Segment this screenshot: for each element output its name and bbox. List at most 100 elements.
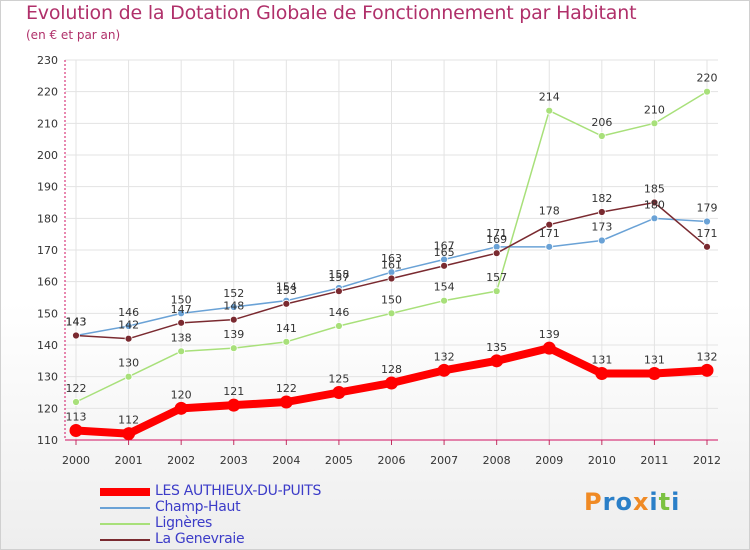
data-point bbox=[542, 341, 556, 355]
y-tick-label: 200 bbox=[37, 149, 58, 162]
data-label: 152 bbox=[223, 287, 244, 300]
data-label: 220 bbox=[697, 72, 718, 85]
x-tick-label: 2007 bbox=[430, 454, 458, 467]
x-tick-label: 2001 bbox=[115, 454, 143, 467]
data-label: 112 bbox=[118, 414, 139, 427]
data-point bbox=[650, 119, 659, 128]
logo-letter: P bbox=[584, 488, 603, 516]
data-point bbox=[72, 331, 80, 340]
data-point bbox=[177, 318, 186, 327]
legend-swatch bbox=[100, 488, 150, 496]
data-label: 169 bbox=[486, 233, 507, 246]
data-point bbox=[72, 398, 80, 406]
data-label: 132 bbox=[434, 350, 455, 363]
data-label: 179 bbox=[697, 202, 718, 215]
data-label: 167 bbox=[434, 240, 455, 253]
x-tick-label: 2000 bbox=[62, 454, 90, 467]
data-label: 206 bbox=[591, 116, 612, 129]
data-point bbox=[650, 214, 659, 223]
data-label: 154 bbox=[434, 281, 455, 294]
x-tick-label: 2004 bbox=[272, 454, 300, 467]
x-tick-label: 2006 bbox=[378, 454, 406, 467]
data-point bbox=[282, 299, 291, 308]
chart-title: Evolution de la Dotation Globale de Fonc… bbox=[26, 2, 637, 24]
data-label: 135 bbox=[486, 341, 507, 354]
y-tick-label: 120 bbox=[37, 402, 58, 415]
proxiti-logo: Proxiti bbox=[584, 488, 680, 516]
data-label: 182 bbox=[591, 192, 612, 205]
data-label: 130 bbox=[118, 357, 139, 370]
data-point bbox=[595, 367, 609, 380]
data-label: 146 bbox=[328, 306, 349, 319]
data-label: 131 bbox=[644, 354, 665, 367]
data-point bbox=[437, 363, 451, 377]
data-label: 171 bbox=[486, 227, 507, 240]
data-point bbox=[545, 106, 554, 115]
data-point bbox=[650, 198, 659, 207]
legend-label: La Genevraie bbox=[155, 531, 245, 547]
data-point bbox=[647, 367, 661, 380]
chart-subtitle: (en € et par an) bbox=[26, 28, 121, 42]
data-point bbox=[229, 344, 238, 353]
data-point bbox=[124, 322, 133, 330]
data-label: 163 bbox=[381, 252, 402, 265]
data-point bbox=[440, 261, 448, 270]
y-tick-label: 150 bbox=[37, 307, 58, 320]
data-label: 150 bbox=[381, 293, 402, 306]
legend-swatch bbox=[100, 523, 150, 525]
x-tick-label: 2002 bbox=[167, 454, 195, 467]
data-point bbox=[387, 309, 396, 318]
data-point bbox=[385, 376, 398, 390]
logo-letter: i bbox=[671, 488, 681, 516]
data-point bbox=[229, 315, 238, 324]
data-label: 147 bbox=[171, 303, 192, 316]
y-tick-label: 210 bbox=[37, 117, 58, 130]
y-tick-label: 220 bbox=[37, 86, 58, 99]
data-label: 121 bbox=[223, 385, 244, 398]
data-label: 150 bbox=[171, 293, 192, 306]
data-label: 138 bbox=[171, 331, 192, 344]
data-point bbox=[597, 208, 606, 216]
data-point bbox=[122, 427, 136, 441]
y-tick-label: 230 bbox=[37, 54, 58, 67]
data-point bbox=[227, 398, 241, 412]
data-label: 139 bbox=[539, 328, 560, 341]
y-tick-label: 170 bbox=[37, 244, 58, 257]
data-label: 131 bbox=[591, 354, 612, 367]
data-label: 178 bbox=[539, 205, 560, 218]
data-label: 143 bbox=[66, 316, 87, 329]
y-tick-label: 190 bbox=[37, 181, 58, 194]
data-point bbox=[177, 347, 186, 356]
data-point bbox=[545, 220, 554, 229]
x-tick-label: 2010 bbox=[588, 454, 616, 467]
data-label: 141 bbox=[276, 322, 297, 335]
data-label: 154 bbox=[276, 281, 297, 294]
data-point bbox=[545, 242, 554, 251]
data-label: 142 bbox=[118, 319, 139, 332]
data-point bbox=[124, 334, 133, 343]
data-label: 214 bbox=[539, 91, 560, 104]
data-point bbox=[174, 401, 188, 415]
legend-swatch bbox=[100, 507, 150, 509]
data-label: 173 bbox=[591, 221, 612, 234]
data-label: 128 bbox=[381, 363, 402, 376]
data-label: 157 bbox=[328, 271, 349, 284]
data-point bbox=[229, 303, 238, 311]
data-point bbox=[703, 87, 711, 96]
logo-letter: i bbox=[649, 488, 659, 516]
data-label: 171 bbox=[539, 227, 560, 240]
data-label: 180 bbox=[644, 198, 665, 211]
logo-letter: r bbox=[602, 488, 616, 516]
y-tick-label: 110 bbox=[37, 434, 58, 447]
data-label: 143 bbox=[66, 316, 87, 329]
data-label: 185 bbox=[644, 183, 665, 196]
x-tick-label: 2009 bbox=[535, 454, 563, 467]
data-point bbox=[490, 354, 504, 368]
data-point bbox=[703, 242, 711, 251]
data-label: 161 bbox=[381, 259, 402, 272]
y-tick-label: 140 bbox=[37, 339, 58, 352]
data-label: 165 bbox=[434, 246, 455, 259]
data-label: 122 bbox=[66, 382, 87, 395]
data-label: 139 bbox=[223, 328, 244, 341]
